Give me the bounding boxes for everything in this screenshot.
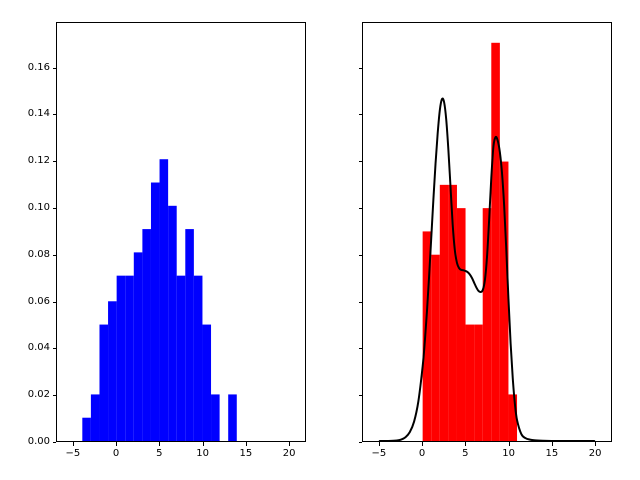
x-tick-mark (378, 442, 380, 446)
y-tick-mark (358, 67, 362, 69)
subplot-left-histogram (56, 22, 306, 442)
histogram-bar (168, 205, 177, 441)
y-tick-mark (358, 114, 362, 116)
subplot-right-histogram-kde (362, 22, 612, 443)
x-tick-mark (72, 442, 74, 446)
histogram-bar (202, 324, 212, 441)
y-tick-mark (52, 348, 56, 350)
y-tick-mark (52, 208, 56, 210)
histogram-bar (448, 184, 457, 442)
y-tick-label: 0.08 (27, 248, 50, 260)
y-tick-mark (358, 208, 362, 210)
histogram-bar (431, 254, 440, 441)
x-tick-label: 15 (239, 448, 253, 459)
y-tick-mark (358, 442, 362, 443)
histogram-bar (133, 252, 143, 441)
y-tick-label: 0.12 (27, 155, 50, 167)
kde-density-curve (378, 97, 596, 443)
histogram-bar (465, 324, 475, 441)
y-tick-mark (358, 161, 362, 163)
y-tick-mark (358, 348, 362, 350)
y-tick-mark (52, 161, 56, 163)
x-tick-label: 20 (588, 448, 602, 459)
histogram-bar (108, 301, 117, 441)
histogram-bar (474, 324, 483, 441)
histogram-bar (499, 161, 509, 441)
y-tick-label: 0.10 (27, 202, 50, 214)
right-x-axis-tick-labels: −5 0 5 10 15 20 (0, 449, 640, 463)
histogram-bar (228, 394, 237, 441)
y-tick-mark (358, 301, 362, 303)
y-tick-label: 0.06 (27, 295, 50, 307)
x-tick-mark (245, 442, 247, 446)
histogram-bar (482, 208, 492, 441)
x-tick-label: 10 (502, 448, 515, 459)
x-tick-mark (422, 442, 424, 446)
x-tick-label: 5 (156, 448, 163, 459)
y-tick-mark (52, 114, 56, 116)
right-plot-canvas (378, 42, 596, 443)
x-tick-label: 20 (282, 448, 296, 459)
y-tick-label: 0.16 (27, 61, 50, 73)
y-tick-label: 0.00 (27, 436, 50, 447)
left-x-axis-tick-labels: −5 0 5 10 15 20 (0, 449, 640, 463)
histogram-bar (491, 42, 500, 441)
x-tick-label: −5 (65, 448, 81, 459)
histogram-bar (116, 275, 126, 441)
histogram-bar (508, 394, 518, 441)
histogram-bars (82, 159, 237, 442)
histogram-bar (82, 417, 91, 441)
y-tick-mark (52, 301, 56, 303)
x-tick-label: 15 (545, 448, 559, 459)
histogram-bar (90, 394, 100, 441)
histogram-bar (150, 182, 160, 441)
x-tick-label: 10 (196, 448, 209, 459)
histogram-bar (439, 184, 449, 442)
x-tick-mark (289, 442, 291, 446)
histogram-bar (159, 159, 169, 442)
y-tick-label: 0.14 (27, 108, 50, 120)
x-tick-label: 0 (112, 448, 120, 459)
x-tick-mark (508, 442, 510, 446)
histogram-bar (99, 324, 109, 441)
x-tick-mark (116, 442, 118, 446)
x-tick-mark (551, 442, 553, 446)
x-tick-mark (595, 442, 597, 446)
histogram-bar (422, 231, 432, 441)
x-tick-mark (159, 442, 161, 446)
histogram-bars (422, 42, 518, 442)
histogram-bar (456, 208, 466, 441)
histogram-bar (142, 229, 151, 441)
histogram-bar (211, 394, 220, 441)
x-tick-mark (202, 442, 204, 446)
x-tick-mark (465, 442, 467, 446)
left-y-axis-tick-labels: 0.00 0.02 0.04 0.06 0.08 0.10 0.12 0.14 0.16 (12, 0, 50, 480)
y-tick-mark (52, 395, 56, 397)
histogram-bar (185, 229, 194, 441)
y-tick-mark (52, 67, 56, 69)
y-tick-mark (358, 395, 362, 397)
x-tick-label: −5 (371, 448, 387, 459)
x-tick-label: 0 (418, 448, 426, 459)
histogram-bar (125, 275, 134, 441)
left-plot-canvas (82, 159, 237, 442)
y-tick-label: 0.04 (27, 342, 50, 354)
x-tick-label: 5 (462, 448, 469, 459)
y-tick-mark (358, 254, 362, 256)
histogram-bar (193, 275, 203, 441)
y-tick-mark (52, 254, 56, 256)
y-tick-mark (52, 442, 56, 443)
histogram-bar (176, 275, 186, 441)
y-tick-label: 0.02 (27, 389, 50, 401)
